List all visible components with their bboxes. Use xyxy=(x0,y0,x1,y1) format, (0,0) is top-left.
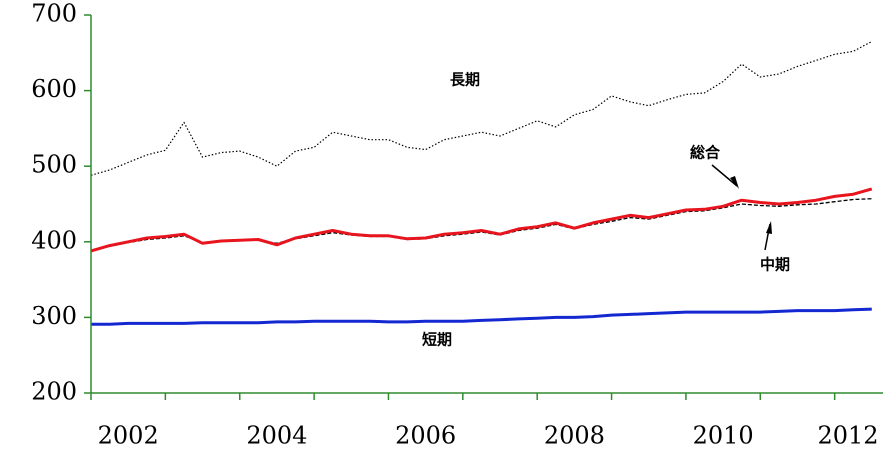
series-label: 長期 xyxy=(450,71,480,89)
x-tick-label: 2010 xyxy=(693,422,754,450)
y-tick-label: 700 xyxy=(31,0,77,28)
y-tick-label: 400 xyxy=(31,226,77,254)
x-tick-label: 2002 xyxy=(98,422,159,450)
y-tick-label: 500 xyxy=(31,151,77,179)
plot xyxy=(90,40,873,326)
series-label: 中期 xyxy=(760,256,790,274)
x-tick-label: 2012 xyxy=(817,422,878,450)
series-line xyxy=(91,307,872,326)
y-tick-label: 200 xyxy=(31,378,77,406)
x-tick-label: 2008 xyxy=(544,422,605,450)
y-tick-label: 300 xyxy=(31,302,77,330)
series-line xyxy=(90,40,873,176)
x-tick-label: 2006 xyxy=(395,422,456,450)
x-tick-label: 2004 xyxy=(246,422,307,450)
series-label: 短期 xyxy=(422,331,452,349)
series-line xyxy=(90,187,873,253)
y-tick-label: 600 xyxy=(31,75,77,103)
arrow xyxy=(711,164,738,187)
series-label: 総合 xyxy=(690,144,721,162)
arrow-head xyxy=(766,221,772,234)
arrow-head xyxy=(730,176,739,189)
